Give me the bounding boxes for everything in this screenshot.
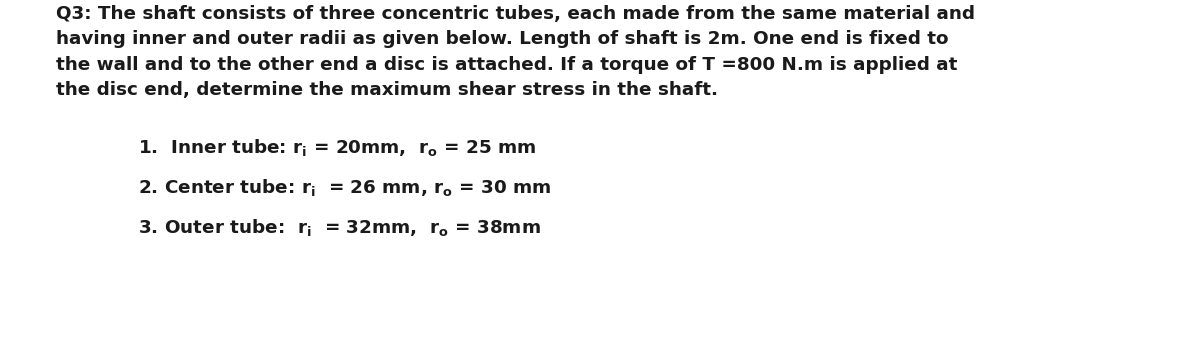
Text: 2. Center tube: r$_\mathregular{i}$  = 26 mm, r$_\mathregular{o}$ = 30 mm: 2. Center tube: r$_\mathregular{i}$ = 26…	[138, 177, 551, 198]
Text: 1.  Inner tube: r$_\mathregular{i}$ = 20mm,  r$_\mathregular{o}$ = 25 mm: 1. Inner tube: r$_\mathregular{i}$ = 20m…	[138, 137, 536, 158]
Text: Q3: The shaft consists of three concentric tubes, each made from the same materi: Q3: The shaft consists of three concentr…	[56, 5, 976, 99]
Text: 3. Outer tube:  r$_\mathregular{i}$  = 32mm,  r$_\mathregular{o}$ = 38mm: 3. Outer tube: r$_\mathregular{i}$ = 32m…	[138, 217, 541, 238]
